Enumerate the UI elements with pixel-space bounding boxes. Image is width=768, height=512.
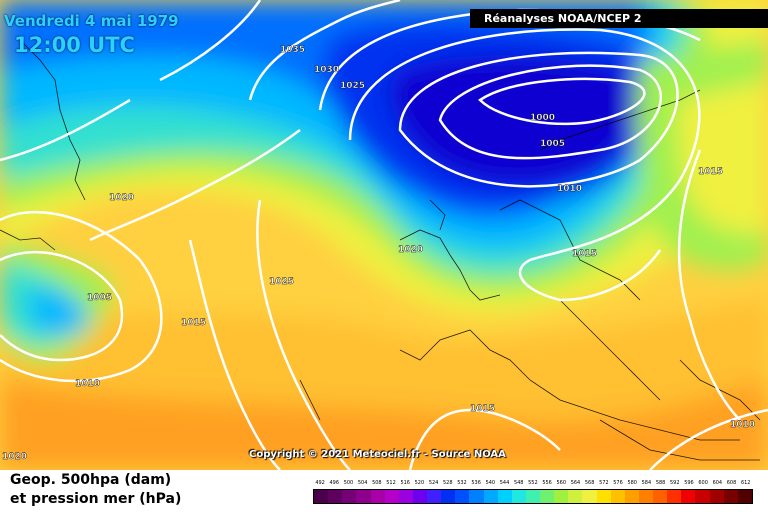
scale-value: 504	[357, 480, 368, 486]
scale-swatch	[314, 490, 329, 503]
scale-value: 560	[556, 480, 567, 486]
coastlines	[0, 39, 761, 461]
scale-value: 568	[584, 480, 595, 486]
scale-value: 608	[726, 480, 737, 486]
scale-value: 600	[698, 480, 708, 486]
scale-swatch	[681, 490, 696, 503]
isobar-label: 1020	[109, 193, 134, 203]
isobar-label: 1010	[730, 420, 755, 430]
isobar-label: 1015	[698, 167, 723, 177]
scale-swatch	[412, 490, 427, 503]
scale-value: 576	[613, 480, 623, 486]
scale-value: 556	[542, 480, 552, 486]
isobar-label: 1035	[280, 45, 305, 55]
scale-value: 512	[386, 480, 396, 486]
scale-value: 492	[315, 480, 325, 486]
source-label: Réanalyses NOAA/NCEP 2	[470, 9, 768, 28]
scale-swatch	[582, 490, 597, 503]
isobar-label: 1005	[87, 293, 112, 303]
scale-swatch	[398, 490, 413, 503]
scale-swatch	[370, 490, 385, 503]
weather-map: 1035 1030 1025 1000 1005 1010 1015 1020 …	[0, 0, 768, 470]
scale-swatch	[638, 490, 653, 503]
scale-swatch	[455, 490, 470, 503]
scale-value: 516	[400, 480, 410, 486]
scale-value: 564	[570, 480, 581, 486]
scale-value: 580	[627, 480, 637, 486]
isobar-label: 1015	[470, 404, 495, 414]
scale-value: 536	[471, 480, 481, 486]
scale-swatch	[596, 490, 611, 503]
scale-value: 528	[443, 480, 453, 486]
scale-swatch	[497, 490, 512, 503]
scale-value: 520	[414, 480, 425, 486]
map-time: 12:00 UTC	[14, 33, 135, 57]
isobar-1005	[438, 64, 662, 160]
isobar-label: 1020	[2, 452, 27, 462]
color-scale-bar	[313, 489, 753, 504]
scale-value: 540	[485, 480, 496, 486]
scale-swatch	[441, 490, 456, 503]
scale-value: 588	[655, 480, 666, 486]
scale-swatch	[469, 490, 484, 503]
geopotential-field	[0, 0, 768, 470]
scale-swatch	[427, 490, 442, 503]
scale-swatch	[667, 490, 682, 503]
map-date: Vendredi 4 mai 1979	[4, 12, 179, 30]
isobar-label: 1005	[540, 139, 565, 149]
map-canvas: 1035 1030 1025 1000 1005 1010 1015 1020 …	[0, 0, 768, 470]
scale-value: 572	[599, 480, 609, 486]
scale-value: 508	[372, 480, 382, 486]
scale-swatch	[723, 490, 738, 503]
isobar-label: 1025	[340, 81, 365, 91]
scale-value: 612	[740, 480, 751, 486]
legend-geopotential-label: Geop. 500hpa (dam)	[10, 472, 172, 488]
scale-swatch	[356, 490, 371, 503]
scale-value: 548	[513, 480, 524, 486]
isobar-label: 1000	[530, 113, 555, 123]
isobar-label: 1025	[269, 277, 294, 287]
isobar-label: 1015	[181, 318, 206, 328]
scale-value: 524	[428, 480, 439, 486]
scale-swatch	[695, 490, 710, 503]
scale-swatch	[737, 490, 752, 503]
scale-value: 584	[641, 480, 652, 486]
scale-swatch	[328, 490, 343, 503]
scale-swatch	[384, 490, 399, 503]
scale-swatch	[342, 490, 357, 503]
scale-swatch	[554, 490, 569, 503]
isobar-label: 1010	[75, 379, 100, 389]
legend-pressure-label: et pression mer (hPa)	[10, 491, 182, 507]
scale-swatch	[709, 490, 724, 503]
isobar-label: 1020	[398, 245, 423, 255]
scale-value: 532	[457, 480, 467, 486]
legend-panel: Geop. 500hpa (dam) et pression mer (hPa)…	[0, 470, 768, 512]
scale-swatch	[624, 490, 639, 503]
scale-swatch	[568, 490, 583, 503]
isobar-label: 1010	[557, 184, 582, 194]
scale-value: 544	[499, 480, 510, 486]
scale-value: 500	[343, 480, 354, 486]
isobar-label: 1030	[314, 65, 339, 75]
isobar-1010	[398, 51, 679, 188]
isobar-label: 1015	[572, 249, 597, 259]
isobar-labels: 1035 1030 1025 1000 1005 1010 1015 1020 …	[2, 45, 755, 462]
scale-swatch	[525, 490, 540, 503]
scale-swatch	[653, 490, 668, 503]
scale-value: 596	[684, 480, 694, 486]
scale-swatch	[483, 490, 498, 503]
scale-value: 496	[329, 480, 340, 486]
copyright-notice: Copyright © 2021 Meteociel.fr - Source N…	[249, 449, 506, 460]
scale-value: 604	[712, 480, 723, 486]
scale-swatch	[540, 490, 555, 503]
scale-swatch	[610, 490, 625, 503]
scale-value: 552	[528, 480, 538, 486]
isobar-1000	[478, 77, 646, 126]
color-scale-labels: 492 496 500 504 508 512 516 520 524 528 532 536 540 5…	[313, 480, 753, 486]
scale-value: 592	[670, 480, 680, 486]
scale-swatch	[511, 490, 526, 503]
